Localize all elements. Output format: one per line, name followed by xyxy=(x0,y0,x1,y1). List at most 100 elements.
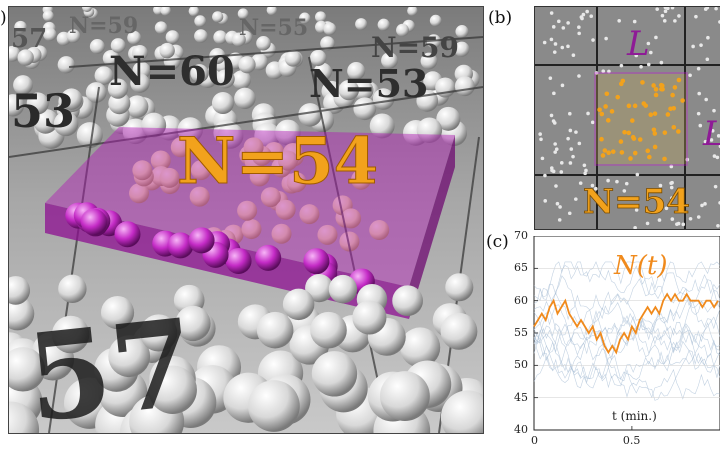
particle xyxy=(175,305,211,342)
particle-highlighted xyxy=(190,160,211,181)
particle-dot-selected xyxy=(652,131,658,136)
particle xyxy=(231,70,252,90)
particle xyxy=(108,335,151,378)
particle-highlighted xyxy=(129,183,150,204)
panel-b-label: (b) xyxy=(488,8,513,28)
particle-dot-selected xyxy=(603,104,608,109)
particle-dot xyxy=(696,215,701,219)
bg-count-55: N=55 xyxy=(239,15,308,41)
particle xyxy=(455,25,469,39)
particle-dot xyxy=(632,19,637,24)
particle xyxy=(420,52,438,70)
particle-dot xyxy=(566,21,570,25)
particle-dot xyxy=(703,202,707,206)
background-trace xyxy=(533,313,720,389)
particle-dot-selected xyxy=(610,149,616,154)
particle xyxy=(266,7,278,16)
particle-dot xyxy=(679,199,683,203)
particle xyxy=(284,50,302,67)
particle xyxy=(13,75,33,95)
particle xyxy=(400,327,441,368)
particle-in-box-edge xyxy=(188,227,215,254)
panel-a-render: 53 N=60 N=53 N=59 57 N=59 N=55 57 N=54 xyxy=(8,6,484,434)
particle-dot xyxy=(634,208,639,212)
particle-dot xyxy=(550,168,554,173)
particle-dot-selected xyxy=(676,129,681,134)
particle-dot xyxy=(560,83,565,88)
particle xyxy=(310,311,347,349)
particle-dot xyxy=(589,14,594,18)
particle xyxy=(160,7,171,16)
particle-dot-selected xyxy=(622,129,627,135)
particle-dot xyxy=(567,211,572,216)
particle-dot xyxy=(561,26,566,30)
particle-dot xyxy=(670,196,674,200)
background-trace xyxy=(533,304,720,401)
particle-dot xyxy=(675,222,679,226)
particle-dot-selected xyxy=(658,82,664,88)
particle-dot xyxy=(568,128,573,133)
particle-dot-selected xyxy=(599,111,605,117)
particle-dot xyxy=(581,12,586,17)
particle xyxy=(9,401,40,433)
y-tick-label: 65 xyxy=(514,261,528,275)
particle-dot xyxy=(590,183,595,188)
particle-highlighted xyxy=(170,137,191,158)
particle xyxy=(231,32,246,47)
render-scene: 53 N=60 N=53 N=59 57 N=59 N=55 57 N=54 xyxy=(9,7,483,433)
particle-dot xyxy=(553,150,557,154)
bg-count-60: N=60 xyxy=(109,48,235,95)
particle-dot xyxy=(566,136,570,141)
particle xyxy=(9,276,31,305)
x-tick-label: 0 xyxy=(531,434,538,447)
particle-dot xyxy=(662,19,667,23)
x-axis-label: t (min.) xyxy=(612,409,657,423)
particle-dot-selected xyxy=(651,83,656,88)
particle-dot xyxy=(594,71,599,75)
particle-dot xyxy=(583,171,587,176)
y-tick-label: 55 xyxy=(514,326,528,339)
particle xyxy=(381,52,398,69)
particle-highlighted xyxy=(241,219,262,240)
particle-dot xyxy=(657,218,662,222)
particle-dot xyxy=(538,132,542,136)
bg-count-59: N=59 xyxy=(371,31,459,64)
particle xyxy=(310,49,327,67)
count-label: N=54 xyxy=(583,182,690,222)
particle xyxy=(299,12,311,24)
particle-dot xyxy=(669,164,674,169)
particle-dot xyxy=(549,11,554,15)
particle-dot xyxy=(712,108,716,113)
particle-dot-selected xyxy=(653,92,659,98)
particle xyxy=(355,18,368,31)
particle-dot xyxy=(578,181,583,185)
particle-dot xyxy=(634,53,639,58)
particle xyxy=(256,36,271,51)
particle-dot xyxy=(655,7,660,11)
particle xyxy=(313,62,332,81)
particle xyxy=(82,7,93,13)
panel-b-top-view: L L N=54 xyxy=(534,6,720,230)
particle-dot-selected xyxy=(648,112,654,117)
particle-dot-selected xyxy=(651,127,657,133)
particle xyxy=(328,274,358,304)
particle-dot-selected xyxy=(620,78,626,84)
particle xyxy=(454,76,475,97)
particle-dot xyxy=(551,119,556,123)
y-tick-label: 60 xyxy=(514,293,528,307)
particle-dot-selected xyxy=(670,92,675,98)
particle-dot xyxy=(691,44,695,49)
particle-dot xyxy=(624,181,629,186)
particle-dot xyxy=(660,13,665,18)
particle-dot xyxy=(705,57,710,62)
length-label-top: L xyxy=(626,24,650,64)
particle-dot xyxy=(688,73,692,78)
background-trace xyxy=(533,331,720,400)
particle xyxy=(154,21,168,35)
particle-dot xyxy=(554,184,558,188)
x-tick-labels: 0 0.5 xyxy=(531,426,640,447)
particle-dot-selected xyxy=(618,139,624,144)
particle-dot xyxy=(549,37,554,42)
particle-dot xyxy=(586,111,590,116)
particle-dot xyxy=(669,181,673,186)
